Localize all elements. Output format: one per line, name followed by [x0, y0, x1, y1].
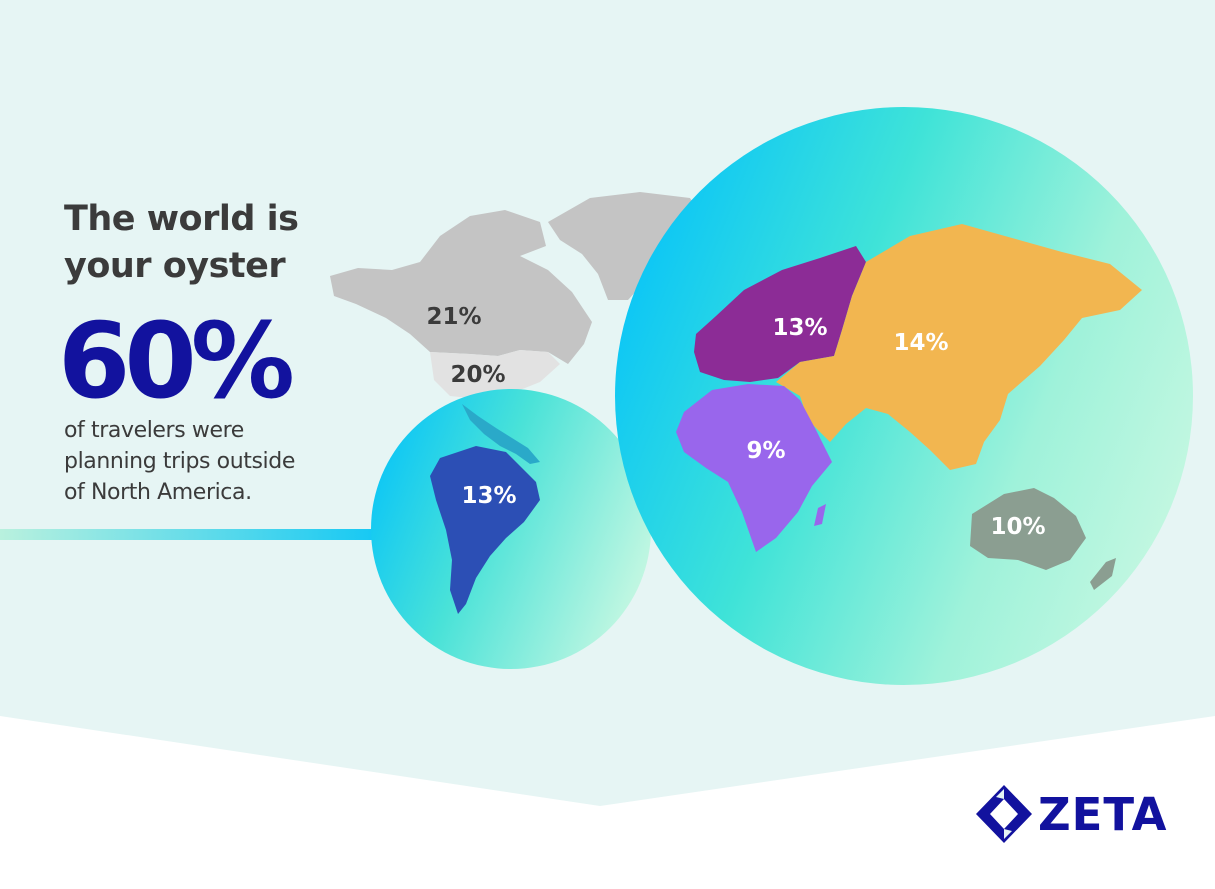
- stat-description: of travelers were planning trips outside…: [64, 415, 354, 508]
- asia-shape: [776, 224, 1142, 470]
- central-america-shape: [462, 404, 540, 464]
- europe-shape: [694, 246, 866, 382]
- africa-shape: [676, 384, 832, 552]
- headline-line-2: your oyster: [64, 246, 286, 286]
- headline-line-1: The world is: [64, 199, 299, 239]
- europe-percent-label: 13%: [772, 315, 827, 341]
- stat-description-line-1: of travelers were: [64, 418, 244, 443]
- africa-percent-label: 9%: [746, 438, 785, 464]
- canada-percent-label: 21%: [426, 304, 481, 330]
- asia-percent-label: 14%: [893, 330, 948, 356]
- usa-percent-label: 20%: [450, 362, 505, 388]
- big-stat-value: 60%: [58, 300, 295, 422]
- greenland-shape: [548, 192, 700, 300]
- zeta-logo: ZETA: [974, 783, 1174, 847]
- zeta-diamond-icon: [976, 785, 1032, 843]
- australia-shape: [970, 488, 1086, 570]
- madagascar-shape: [814, 504, 826, 526]
- headline: The world is your oyster: [64, 196, 299, 290]
- south-america-percent-label: 13%: [461, 483, 516, 509]
- south-america-shape: [430, 446, 540, 614]
- connector-line: [0, 529, 380, 540]
- canada-shape: [330, 210, 592, 364]
- new-zealand-shape: [1090, 558, 1116, 590]
- stat-description-line-2: planning trips outside: [64, 449, 295, 474]
- australia-percent-label: 10%: [990, 514, 1045, 540]
- usa-shape: [430, 350, 560, 398]
- stat-description-line-3: of North America.: [64, 480, 252, 505]
- zeta-logo-text: ZETA: [1038, 788, 1168, 841]
